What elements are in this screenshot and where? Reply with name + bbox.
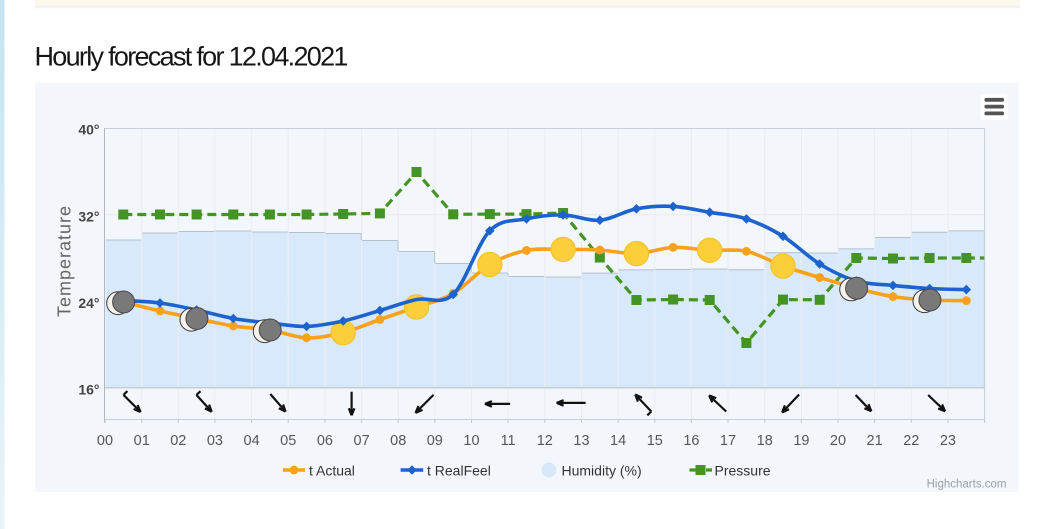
svg-text:Temperature: Temperature bbox=[54, 205, 74, 317]
svg-text:22: 22 bbox=[903, 433, 919, 449]
svg-text:14: 14 bbox=[610, 433, 626, 449]
svg-text:23: 23 bbox=[940, 433, 956, 449]
svg-text:15: 15 bbox=[647, 433, 663, 449]
svg-text:Pressure: Pressure bbox=[715, 462, 771, 478]
svg-text:40°: 40° bbox=[78, 122, 99, 138]
svg-text:08: 08 bbox=[390, 433, 406, 449]
svg-text:24°: 24° bbox=[78, 295, 99, 311]
svg-text:04: 04 bbox=[244, 433, 260, 449]
svg-text:13: 13 bbox=[573, 433, 589, 449]
svg-text:19: 19 bbox=[793, 433, 809, 449]
svg-text:21: 21 bbox=[867, 433, 883, 449]
svg-text:10: 10 bbox=[463, 433, 479, 449]
svg-text:09: 09 bbox=[427, 433, 443, 449]
svg-text:Hourly forecast for 12.04.2021: Hourly forecast for 12.04.2021 bbox=[35, 42, 348, 72]
svg-text:32°: 32° bbox=[78, 208, 99, 224]
svg-text:01: 01 bbox=[134, 433, 150, 449]
svg-text:17: 17 bbox=[720, 433, 736, 449]
svg-text:06: 06 bbox=[317, 433, 333, 449]
svg-text:Highcharts.com: Highcharts.com bbox=[927, 479, 1007, 491]
svg-text:07: 07 bbox=[354, 433, 370, 449]
svg-text:Humidity (%): Humidity (%) bbox=[562, 462, 642, 478]
svg-text:t RealFeel: t RealFeel bbox=[427, 462, 491, 478]
svg-text:18: 18 bbox=[757, 433, 773, 449]
svg-text:12: 12 bbox=[537, 433, 553, 449]
svg-text:00: 00 bbox=[97, 433, 113, 449]
svg-text:05: 05 bbox=[280, 433, 296, 449]
svg-text:16: 16 bbox=[683, 433, 699, 449]
svg-text:11: 11 bbox=[501, 433, 516, 449]
svg-text:02: 02 bbox=[170, 433, 186, 449]
svg-text:03: 03 bbox=[207, 433, 223, 449]
svg-text:16°: 16° bbox=[78, 382, 99, 398]
svg-text:20: 20 bbox=[830, 433, 846, 449]
svg-text:t Actual: t Actual bbox=[309, 462, 355, 478]
